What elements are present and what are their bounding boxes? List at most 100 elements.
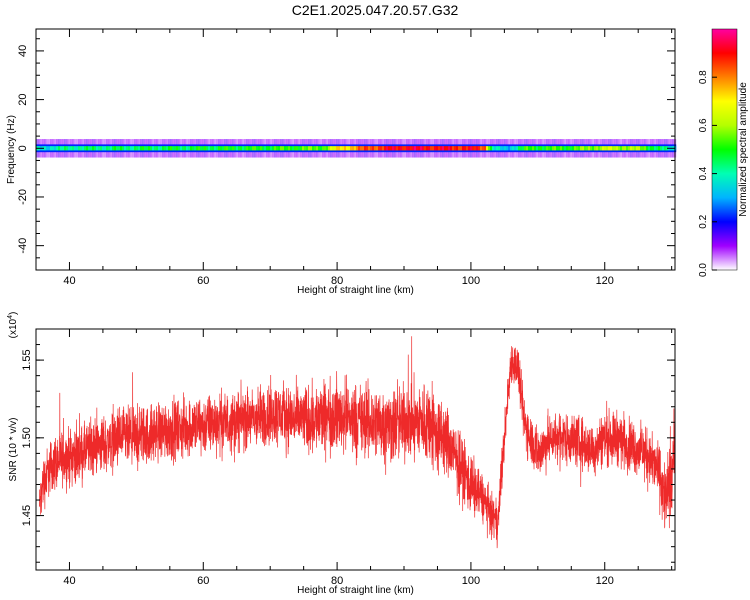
heatmap-cell [350, 146, 353, 151]
heatmap-cell [132, 146, 135, 151]
heatmap-cell [544, 146, 547, 151]
heatmap-cell [138, 146, 141, 151]
snr-x-axis-label: Height of straight line (km) [297, 585, 414, 596]
heatmap-cell [96, 146, 99, 151]
heatmap-y-tick-label: 0 [17, 145, 29, 151]
heatmap-cell [418, 146, 421, 151]
heatmap-cell [552, 146, 555, 151]
heatmap-cell [492, 146, 495, 151]
heatmap-cell [296, 146, 299, 151]
heatmap-cell [642, 146, 645, 151]
heatmap-cell [370, 146, 373, 151]
heatmap-cell [438, 146, 441, 151]
heatmap-cell [246, 146, 249, 151]
heatmap-cell [458, 146, 461, 151]
heatmap-cell [622, 146, 625, 151]
heatmap-cell [578, 146, 581, 151]
heatmap-cell [618, 146, 621, 151]
heatmap-cell [624, 146, 627, 151]
heatmap-cell [180, 146, 183, 151]
heatmap-cell [446, 146, 449, 151]
heatmap-cell [386, 146, 389, 151]
heatmap-cell [594, 146, 597, 151]
colorbar-tick-label: 0.4 [698, 166, 709, 180]
heatmap-cell [222, 146, 225, 151]
heatmap-cell [284, 146, 287, 151]
heatmap-cell [86, 146, 89, 151]
heatmap-cell [658, 146, 661, 151]
heatmap-band [36, 139, 677, 158]
heatmap-cell [256, 146, 259, 151]
heatmap-cell [454, 146, 457, 151]
heatmap-cell [90, 146, 93, 151]
heatmap-cell [202, 146, 205, 151]
heatmap-cell [644, 146, 647, 151]
heatmap-cell [194, 146, 197, 151]
heatmap-cell [514, 146, 517, 151]
heatmap-cell [510, 146, 513, 151]
heatmap-cell [72, 146, 75, 151]
heatmap-cell [82, 146, 85, 151]
heatmap-cell [340, 146, 343, 151]
heatmap-cell [140, 146, 143, 151]
heatmap-cell [352, 146, 355, 151]
heatmap-cell [582, 146, 585, 151]
heatmap-cell [102, 146, 105, 151]
heatmap-cell [374, 146, 377, 151]
heatmap-cell [224, 146, 227, 151]
heatmap-cell [52, 146, 55, 151]
heatmap-cell [174, 146, 177, 151]
heatmap-cell [390, 146, 393, 151]
heatmap-cell [346, 146, 349, 151]
heatmap-cell [556, 146, 559, 151]
heatmap-cell [468, 146, 471, 151]
heatmap-cell [640, 146, 643, 151]
heatmap-cell [536, 146, 539, 151]
heatmap-cell [584, 146, 587, 151]
heatmap-cell [206, 146, 209, 151]
heatmap-cell [308, 146, 311, 151]
heatmap-cell [550, 146, 553, 151]
heatmap-cell [610, 146, 613, 151]
heatmap-cell [546, 146, 549, 151]
heatmap-cell [198, 146, 201, 151]
heatmap-cell [104, 146, 107, 151]
heatmap-cell [144, 146, 147, 151]
heatmap-cell [586, 146, 589, 151]
heatmap-cell [252, 146, 255, 151]
heatmap-cell [348, 146, 351, 151]
heatmap-cell [372, 146, 375, 151]
heatmap-cell [290, 146, 293, 151]
heatmap-cell [106, 146, 109, 151]
heatmap-cell [114, 146, 117, 151]
heatmap-cell [496, 146, 499, 151]
heatmap-cell [560, 146, 563, 151]
heatmap-cell [80, 146, 83, 151]
colorbar-tick-label: 0.0 [698, 263, 709, 277]
heatmap-cell [254, 146, 257, 151]
heatmap-cell [230, 146, 233, 151]
heatmap-cell [444, 146, 447, 151]
heatmap-cell [388, 146, 391, 151]
heatmap-cell [280, 146, 283, 151]
heatmap-cell [516, 146, 519, 151]
heatmap-cell [500, 146, 503, 151]
heatmap-cell [616, 146, 619, 151]
heatmap-cell [92, 146, 95, 151]
heatmap-cell [424, 146, 427, 151]
heatmap-cell [278, 146, 281, 151]
heatmap-cell [248, 146, 251, 151]
heatmap-cell [614, 146, 617, 151]
heatmap-cell [266, 146, 269, 151]
heatmap-cell [274, 146, 277, 151]
heatmap-cell [220, 146, 223, 151]
heatmap-cell [116, 146, 119, 151]
heatmap-cell [182, 146, 185, 151]
heatmap-cell [134, 146, 137, 151]
heatmap-cell [646, 146, 649, 151]
heatmap-cell [192, 146, 195, 151]
snr-y-tick-label: 1.45 [21, 505, 33, 526]
heatmap-cell [186, 146, 189, 151]
heatmap-cell [448, 146, 451, 151]
heatmap-cell [214, 146, 217, 151]
